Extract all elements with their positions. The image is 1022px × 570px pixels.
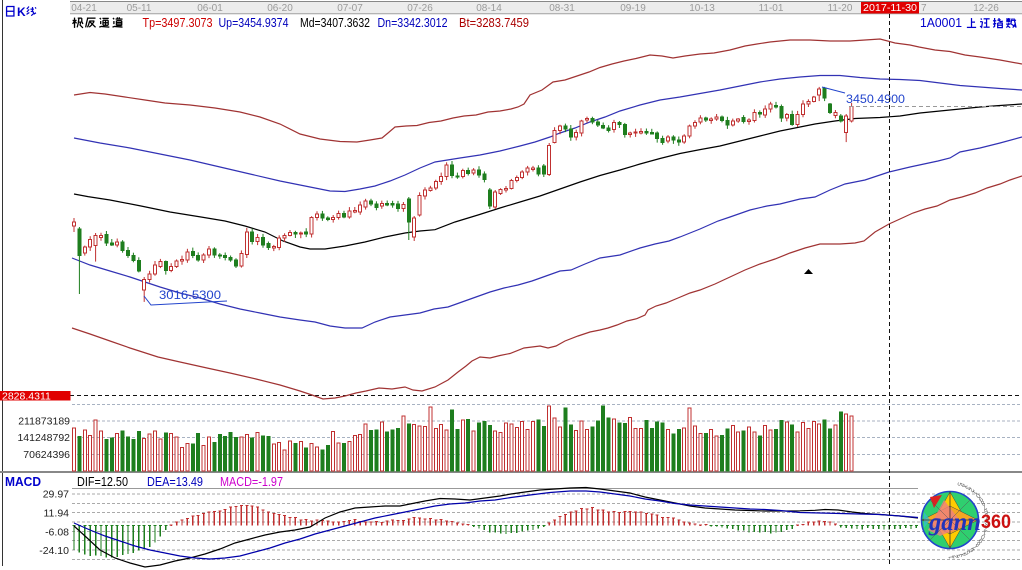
svg-text:gann: gann (928, 509, 981, 536)
svg-text:2: 2 (983, 524, 988, 532)
svg-text:1: 1 (982, 528, 988, 536)
svg-text:7: 7 (971, 543, 979, 551)
svg-text:5: 5 (964, 548, 972, 555)
svg-text:3: 3 (984, 520, 988, 527)
svg-text:07-26: 07-26 (407, 3, 433, 14)
svg-text:9: 9 (977, 536, 984, 544)
svg-text:2828.4311: 2828.4311 (2, 391, 51, 403)
svg-text:3: 3 (963, 484, 971, 491)
svg-text:-24.10: -24.10 (39, 545, 69, 557)
svg-text:06-01: 06-01 (197, 3, 223, 14)
svg-text:141248792: 141248792 (17, 432, 70, 444)
svg-text:70624396: 70624396 (23, 449, 70, 461)
svg-text:360: 360 (981, 512, 1011, 533)
svg-text:3016.5300: 3016.5300 (159, 288, 221, 302)
svg-text:29.97: 29.97 (43, 489, 69, 501)
svg-text:3450.4900: 3450.4900 (846, 92, 905, 106)
svg-text:2017-11-30: 2017-11-30 (863, 3, 917, 14)
svg-text:K: K (17, 5, 26, 19)
svg-text:08-14: 08-14 (476, 3, 502, 14)
svg-text:-6.08: -6.08 (45, 526, 69, 538)
svg-text:11-01: 11-01 (759, 3, 784, 14)
svg-text:4: 4 (959, 483, 967, 489)
svg-text:10-13: 10-13 (689, 3, 715, 14)
svg-text:2: 2 (967, 486, 975, 493)
svg-text:1: 1 (970, 489, 978, 497)
svg-text:1A0001: 1A0001 (920, 16, 962, 30)
svg-text:Bt=3283.7459: Bt=3283.7459 (459, 16, 529, 30)
svg-text:211873189: 211873189 (18, 416, 70, 428)
svg-text:Md=3407.3632: Md=3407.3632 (300, 16, 370, 30)
svg-text:2: 2 (952, 554, 960, 559)
svg-text:5: 5 (984, 511, 989, 519)
svg-text:Dn=3342.3012: Dn=3342.3012 (378, 16, 448, 30)
svg-text:7: 7 (981, 503, 988, 511)
svg-text:05-11: 05-11 (127, 3, 152, 14)
svg-text:8: 8 (974, 540, 981, 548)
svg-text:09-19: 09-19 (620, 3, 646, 14)
svg-text:6: 6 (968, 546, 976, 554)
svg-text:0: 0 (974, 492, 982, 500)
svg-text:12-26: 12-26 (973, 3, 999, 14)
svg-text:MACD=-1.97: MACD=-1.97 (220, 475, 283, 489)
svg-text:07-07: 07-07 (337, 3, 363, 14)
svg-text:08-31: 08-31 (549, 3, 575, 14)
svg-text:8: 8 (979, 499, 986, 507)
svg-text:0: 0 (980, 532, 987, 540)
svg-text:11-20: 11-20 (828, 3, 853, 14)
svg-text:Up=3454.9374: Up=3454.9374 (219, 16, 289, 30)
svg-text:1: 1 (948, 555, 955, 560)
svg-text:DEA=13.49: DEA=13.49 (147, 475, 203, 489)
svg-text:6: 6 (983, 507, 989, 515)
svg-text:DIF=12.50: DIF=12.50 (77, 475, 128, 489)
svg-text:5: 5 (955, 482, 963, 487)
svg-text:3: 3 (956, 552, 964, 558)
svg-text:9: 9 (977, 495, 984, 503)
svg-text:4: 4 (985, 516, 989, 523)
svg-text:11.94: 11.94 (44, 508, 70, 520)
svg-text:MACD: MACD (5, 475, 41, 489)
svg-text:06-20: 06-20 (267, 3, 293, 14)
svg-text:4: 4 (960, 551, 968, 558)
svg-text:7: 7 (921, 3, 927, 14)
svg-text:04-21: 04-21 (71, 3, 97, 14)
svg-text:Tp=3497.3073: Tp=3497.3073 (143, 16, 213, 30)
